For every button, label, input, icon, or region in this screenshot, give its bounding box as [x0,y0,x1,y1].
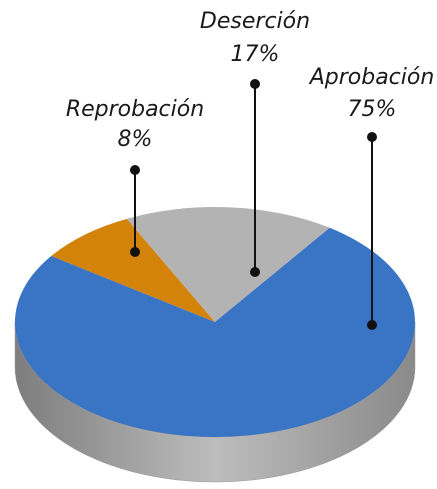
slices [14,207,416,437]
leader-dot [250,267,260,277]
leader-dot [130,247,140,257]
category-label: Reprobación [66,97,204,122]
pie-slice [14,227,416,437]
labels: Aprobación 75% Deserción 17% Reprobación 8% [66,9,434,330]
leader-dot [367,132,377,142]
category-label: Deserción [200,9,310,34]
leader-dot [367,320,377,330]
value-label: 75% [348,97,397,122]
leader-dot [130,165,140,175]
pie-slice [51,218,216,322]
category-label: Aprobación [308,65,435,90]
value-label: 8% [118,127,153,152]
pie-slice [126,207,330,322]
leader-dot [250,79,260,89]
value-label: 17% [231,42,280,67]
